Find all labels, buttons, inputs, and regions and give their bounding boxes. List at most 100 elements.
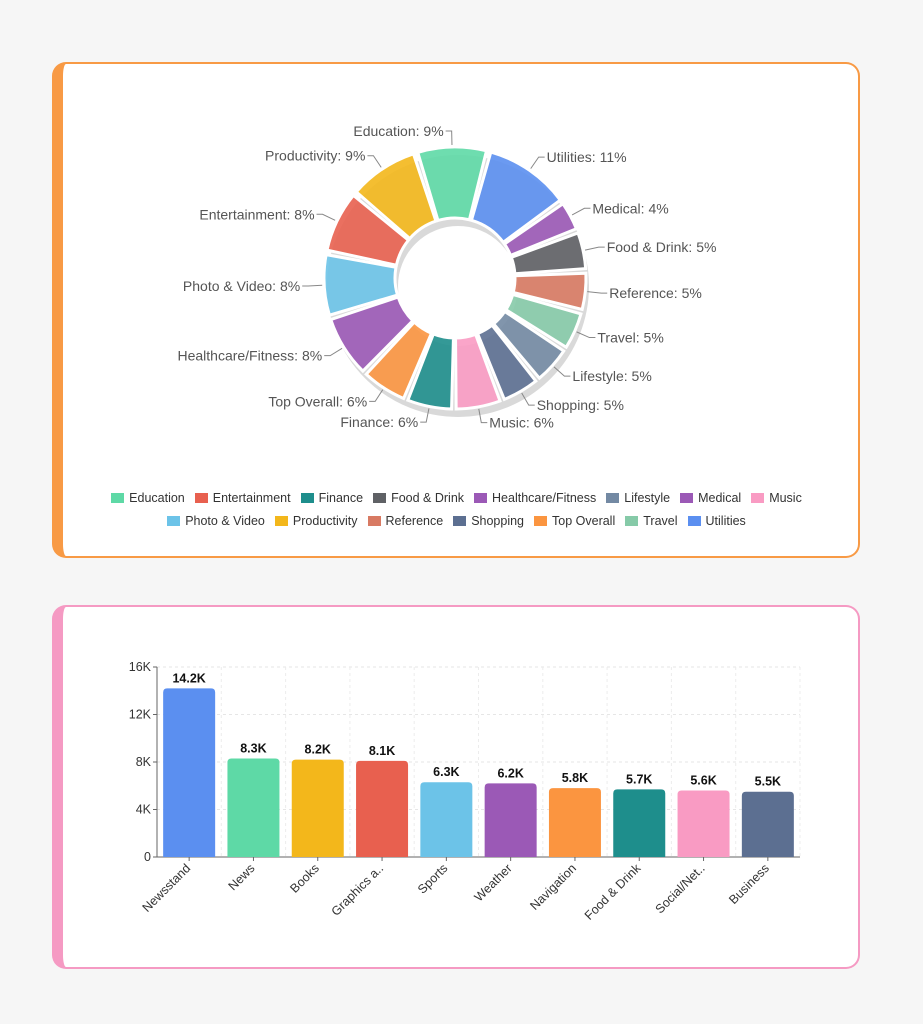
bar-navigation[interactable]: [548, 788, 601, 857]
pie-label-music: Music: 6%: [489, 415, 554, 431]
legend-item-utilities[interactable]: Utilities: [687, 513, 746, 528]
bar-newsstand[interactable]: [163, 688, 216, 857]
legend-swatch: [373, 492, 387, 503]
pie-slice-entertainment[interactable]: [325, 193, 411, 268]
pie-leader-utilities: [530, 156, 545, 169]
legend-item-music[interactable]: Music: [751, 490, 802, 505]
legend-label: Top Overall: [552, 513, 616, 528]
legend-swatch: [300, 492, 314, 503]
pie-slice-utilities[interactable]: [469, 150, 563, 245]
pie-slice-reference[interactable]: [511, 271, 588, 312]
bar-books[interactable]: [291, 759, 344, 857]
legend-item-entertainment[interactable]: Entertainment: [194, 490, 291, 505]
pie-label-travel: Travel: 5%: [597, 330, 663, 346]
pie-label-finance: Finance: 6%: [340, 414, 418, 430]
pie-leader-entertainment: [316, 213, 336, 221]
y-tick-label: 4K: [136, 803, 152, 817]
bar-graphics-a[interactable]: [356, 760, 409, 857]
x-tick-label: Social/Net..: [653, 861, 708, 916]
legend-item-travel[interactable]: Travel: [625, 513, 678, 528]
legend-label: Lifestyle: [624, 490, 671, 505]
pie-leader-lifestyle: [553, 366, 571, 377]
pie-slice-shopping[interactable]: [475, 323, 538, 402]
pie-leader-finance: [420, 408, 430, 423]
bar-food-drink[interactable]: [613, 789, 666, 857]
legend-item-photo-video[interactable]: Photo & Video: [167, 513, 265, 528]
pie-leader-shopping: [521, 392, 535, 406]
pie-label-reference: Reference: 5%: [609, 285, 702, 301]
pie-leader-education: [445, 130, 453, 146]
legend-swatch: [625, 515, 639, 526]
y-tick-label: 12K: [129, 708, 152, 722]
bar-business[interactable]: [741, 791, 794, 857]
bar-news[interactable]: [227, 758, 280, 857]
legend-swatch: [534, 515, 548, 526]
legend-item-medical[interactable]: Medical: [680, 490, 741, 505]
x-tick-label: Weather: [472, 861, 515, 904]
pie-slice-top-overall[interactable]: [364, 319, 434, 401]
bar-social-net[interactable]: [677, 790, 730, 858]
legend-label: Education: [129, 490, 185, 505]
pie-slice-photo-video[interactable]: [322, 252, 400, 318]
pie-leader-photo-video: [302, 284, 323, 287]
legend-label: Productivity: [292, 513, 358, 528]
bar-value-label: 14.2K: [172, 671, 205, 685]
legend-item-education[interactable]: Education: [111, 490, 185, 505]
legend-swatch: [474, 492, 488, 503]
legend-label: Music: [769, 490, 802, 505]
pie-leader-music: [478, 408, 488, 424]
legend-label: Travel: [643, 513, 678, 528]
bar-sports[interactable]: [420, 782, 473, 857]
pie-label-education: Education: 9%: [353, 123, 443, 139]
pie-slice-food-drink[interactable]: [509, 231, 588, 276]
legend-swatch: [453, 515, 467, 526]
bar-chart-card: 0 4K 8K 12K 16K 14.2K Newsstand 8.3K News 8.2K Boo…: [52, 605, 860, 969]
bar-value-label: 6.3K: [433, 765, 459, 779]
pie-chart-card: Utilities: 11% Medical: 4% Food & Drink: 5…: [52, 62, 860, 558]
legend-item-lifestyle[interactable]: Lifestyle: [606, 490, 670, 505]
pie-slice-productivity[interactable]: [354, 151, 438, 241]
legend-item-shopping[interactable]: Shopping: [453, 513, 524, 528]
legend-swatch: [367, 515, 381, 526]
pie-label-entertainment: Entertainment: 8%: [199, 206, 314, 222]
x-tick-label: Sports: [415, 861, 450, 896]
legend-item-productivity[interactable]: Productivity: [274, 513, 358, 528]
bar-value-label: 8.1K: [369, 744, 395, 758]
bar-value-label: 8.2K: [305, 743, 331, 757]
pie-leader-top-overall: [369, 389, 384, 402]
pie-chart: Utilities: 11% Medical: 4% Food & Drink: 5…: [177, 123, 716, 431]
legend-item-reference[interactable]: Reference: [367, 513, 443, 528]
x-tick-label: Food & Drink: [582, 861, 644, 923]
bar-value-label: 5.6K: [690, 774, 716, 788]
pie-label-photo-video: Photo & Video: 8%: [183, 278, 300, 294]
pie-leader-travel: [576, 331, 596, 339]
legend-item-top-overall[interactable]: Top Overall: [534, 513, 615, 528]
legend-label: Finance: [318, 490, 364, 505]
pie-slice-music[interactable]: [454, 332, 502, 411]
x-tick-label: Business: [726, 861, 772, 907]
pie-slice-medical[interactable]: [502, 201, 579, 258]
bar-weather[interactable]: [484, 783, 537, 857]
bar-value-label: 8.3K: [240, 741, 266, 755]
legend-item-food-drink[interactable]: Food & Drink: [373, 490, 464, 505]
legend-item-finance[interactable]: Finance: [300, 490, 364, 505]
pie-slice-healthcare-fitness[interactable]: [328, 295, 415, 374]
legend-label: Medical: [698, 490, 742, 505]
legend-label: Utilities: [705, 513, 746, 528]
pie-slice-finance[interactable]: [405, 332, 455, 411]
pie-leader-healthcare-fitness: [324, 347, 343, 357]
x-tick-label: Navigation: [527, 861, 579, 913]
legend-swatch: [194, 492, 208, 503]
pie-slice-travel[interactable]: [503, 292, 583, 350]
y-tick-label: 0: [144, 850, 151, 864]
legend-item-healthcare-fitness[interactable]: Healthcare/Fitness: [474, 490, 596, 505]
x-tick-label: Newsstand: [140, 861, 194, 915]
legend-swatch: [751, 492, 765, 503]
bar-value-label: 5.5K: [755, 775, 781, 789]
pie-leader-productivity: [367, 155, 382, 168]
bar-chart: 0 4K 8K 12K 16K 14.2K Newsstand 8.3K News 8.2K Boo…: [129, 660, 801, 923]
pie-slice-education[interactable]: [415, 145, 489, 223]
pie-label-healthcare-fitness: Healthcare/Fitness: 8%: [177, 348, 322, 364]
pie-slice-lifestyle[interactable]: [491, 309, 566, 381]
pie-leader-food-drink: [584, 246, 605, 251]
